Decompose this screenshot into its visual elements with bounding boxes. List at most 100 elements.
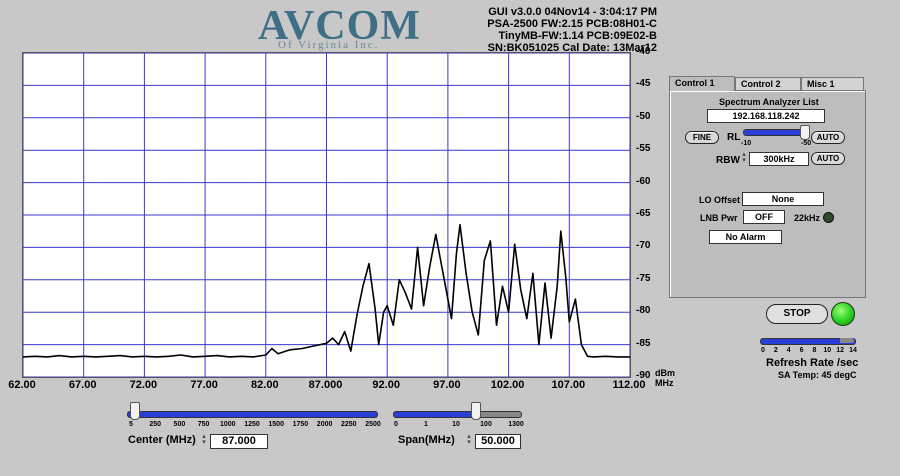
- slider-tick-label: 0: [761, 347, 765, 354]
- slider-tick-label: 8: [812, 347, 817, 354]
- x-tick-label: 72.00: [129, 379, 158, 391]
- slider-tick-label: 0: [394, 421, 398, 428]
- rl-max: -50: [801, 140, 812, 147]
- rl-label: RL: [727, 132, 741, 143]
- lnb-22khz-label: 22kHz: [794, 213, 821, 223]
- y-tick-label: -65: [636, 208, 651, 219]
- y-tick-label: -45: [636, 78, 651, 90]
- x-tick-label: 97.00: [433, 379, 461, 391]
- x-tick-label: 82.00: [251, 379, 279, 391]
- sa-temperature: SA Temp: 45 degC: [778, 370, 857, 380]
- spectrum-plot-svg: [23, 53, 630, 377]
- slider-tick-label: 500: [173, 421, 186, 428]
- ip-address-field[interactable]: 192.168.118.242: [707, 109, 825, 123]
- tab-label: Misc 1: [807, 79, 835, 89]
- refresh-rate-slider[interactable]: [760, 338, 856, 345]
- slider-tick-label: 750: [197, 421, 210, 428]
- lo-offset-field[interactable]: None: [742, 192, 824, 206]
- fine-button[interactable]: FINE: [685, 131, 719, 144]
- slider-tick-label: 6: [799, 347, 804, 354]
- firmware-info: PSA-2500 FW:2.15 PCB:08H01-C: [487, 18, 657, 30]
- stop-button[interactable]: STOP: [766, 304, 828, 324]
- span-slider[interactable]: [393, 411, 477, 418]
- lnb-pwr-label: LNB Pwr: [700, 213, 738, 223]
- control-panel: Spectrum Analyzer List 192.168.118.242 F…: [669, 90, 866, 298]
- slider-tick-label: 2250: [341, 421, 357, 428]
- slider-tick-label: 250: [149, 421, 162, 428]
- refresh-rate-label: Refresh Rate /sec: [766, 357, 859, 369]
- x-tick-label: 112.00: [612, 379, 646, 391]
- x-tick-label: 67.00: [68, 379, 97, 391]
- spectrum-plot[interactable]: [22, 52, 631, 378]
- lnb-pwr-field[interactable]: OFF: [743, 210, 785, 224]
- y-tick-label: -90: [636, 370, 651, 381]
- axis-units: dBm MHz: [655, 368, 675, 388]
- serial-info: SN:BK051025 Cal Date: 13Mar12: [487, 42, 657, 54]
- span-label: Span(MHz): [398, 434, 455, 446]
- rbw-label: RBW: [716, 155, 740, 166]
- x-tick-label: 77.00: [190, 379, 218, 391]
- y-tick-label: -50: [636, 110, 651, 122]
- slider-tick-label: 12: [836, 347, 845, 354]
- tab-control-2[interactable]: Control 2: [735, 77, 801, 92]
- rl-min: -10: [741, 140, 752, 147]
- y-tick-label: -40: [636, 46, 651, 57]
- center-slider[interactable]: [127, 411, 378, 418]
- rl-slider-thumb[interactable]: [800, 125, 810, 140]
- y-tick-label: -75: [636, 272, 651, 284]
- x-tick-label: 92.00: [372, 379, 400, 391]
- span-slider-remaining: [475, 411, 522, 418]
- refresh-slider-remaining: [840, 338, 854, 343]
- y-tick-label: -70: [636, 240, 651, 252]
- rbw-auto-button[interactable]: AUTO: [811, 152, 845, 165]
- slider-tick-label: 1750: [292, 421, 309, 428]
- y-tick-label: -80: [636, 305, 651, 317]
- slider-tick-label: 5: [129, 421, 133, 428]
- slider-tick-label: 2000: [316, 421, 333, 428]
- rbw-field[interactable]: 300kHz: [749, 152, 809, 166]
- alarm-field: No Alarm: [709, 230, 782, 244]
- rbw-stepper[interactable]: ▴ ▾: [742, 151, 746, 164]
- span-field[interactable]: 50.000: [475, 434, 521, 449]
- slider-tick-label: 10: [823, 347, 832, 354]
- slider-tick-label: 1250: [244, 421, 260, 428]
- gui-version: GUI v3.0.0 04Nov14 - 3:04:17 PM: [488, 6, 657, 18]
- tab-label: Control 1: [675, 78, 715, 88]
- y-tick-label: -55: [636, 143, 651, 155]
- lo-offset-label: LO Offset: [699, 195, 741, 205]
- span-stepper[interactable]: ▴ ▾: [467, 433, 471, 446]
- logo: AVCOM: [258, 3, 421, 49]
- slider-tick-label: 2500: [365, 421, 381, 428]
- x-unit: MHz: [655, 378, 674, 388]
- tab-label: Control 2: [741, 79, 781, 89]
- center-stepper[interactable]: ▴ ▾: [202, 433, 206, 446]
- slider-tick-label: 1500: [268, 421, 284, 428]
- x-tick-label: 87.000: [308, 379, 343, 391]
- slider-tick-label: 2: [773, 347, 778, 354]
- slider-tick-label: 1: [424, 421, 428, 428]
- center-label: Center (MHz): [128, 434, 196, 446]
- x-tick-label: 62.00: [8, 379, 36, 391]
- slider-tick-label: 1000: [220, 421, 236, 428]
- tab-misc-1[interactable]: Misc 1: [801, 77, 864, 92]
- y-unit: dBm: [655, 368, 675, 378]
- x-tick-label: 102.00: [490, 379, 525, 391]
- center-slider-thumb[interactable]: [130, 402, 140, 420]
- list-title: Spectrum Analyzer List: [719, 97, 819, 107]
- tinymb-info: TinyMB-FW:1.14 PCB:09E02-B: [498, 30, 657, 42]
- slider-tick-label: 1300: [508, 421, 524, 428]
- x-tick-label: 107.00: [551, 379, 586, 391]
- rl-auto-button[interactable]: AUTO: [811, 131, 845, 144]
- run-status-led-icon: [831, 302, 855, 326]
- y-tick-label: -85: [636, 337, 651, 349]
- center-field[interactable]: 87.000: [210, 434, 268, 449]
- y-tick-label: -60: [636, 175, 651, 187]
- tab-control-1[interactable]: Control 1: [669, 76, 735, 91]
- slider-tick-label: 10: [452, 421, 460, 428]
- span-slider-thumb[interactable]: [471, 402, 481, 420]
- slider-tick-label: 100: [480, 421, 492, 428]
- 22khz-led-icon: [823, 212, 834, 223]
- slider-tick-label: 4: [786, 347, 791, 354]
- slider-tick-label: 14: [849, 347, 857, 354]
- spectrum-trace: [23, 223, 630, 358]
